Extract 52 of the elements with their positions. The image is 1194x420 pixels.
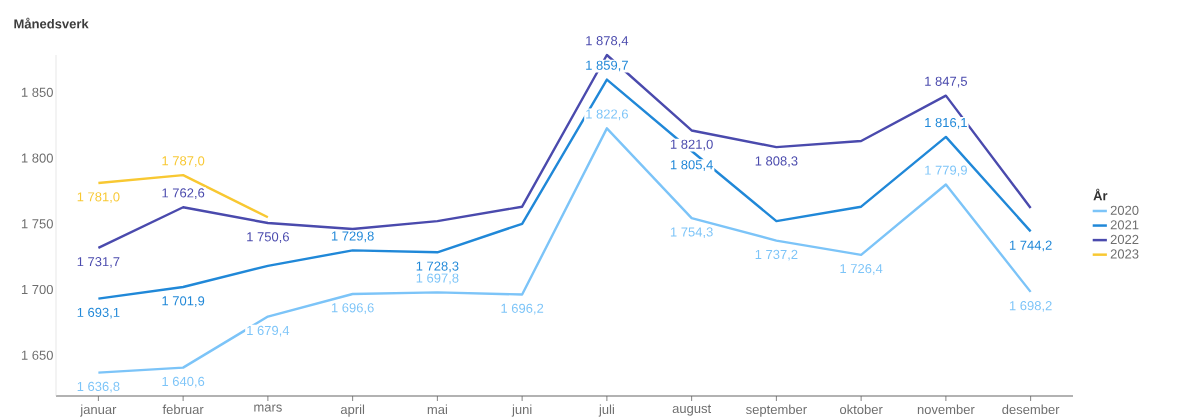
y-axis-title: Månedsverk [14,17,89,29]
data-label: 1 744,2 [1009,240,1052,252]
data-label: 1 693,1 [77,307,120,319]
y-tick-label: 1 850 [21,87,53,97]
data-label: 1 640,6 [162,376,205,388]
data-label: 1 696,6 [331,303,374,314]
legend-label: 2023 [1110,249,1139,259]
data-label: 1 636,8 [77,381,120,393]
x-tick-label: mai [427,404,447,415]
data-label: 1 731,7 [77,257,120,268]
x-tick-label: november [917,404,975,415]
data-label: 1 805,4 [670,160,713,171]
data-label: 1 726,4 [840,264,883,275]
data-label: 1 701,9 [162,296,205,307]
data-label: 1 821,0 [670,139,713,151]
data-label: 1 859,7 [586,60,628,72]
y-tick-label: 1 650 [21,350,53,360]
x-tick-label: september [746,404,807,417]
data-label: 1 737,2 [755,249,798,261]
data-label: 1 698,2 [1009,301,1052,312]
x-tick-label: juni [511,404,532,417]
data-label: 1 762,6 [162,188,205,200]
data-label: 1 816,1 [925,117,967,129]
data-label: 1 878,4 [586,36,629,47]
legend-label: 2021 [1110,220,1139,230]
legend-title: År [1093,188,1108,201]
x-tick-label: april [340,404,365,417]
data-label: 1 696,2 [501,303,544,315]
data-label: 1 808,3 [755,156,798,168]
y-tick-label: 1 800 [21,153,53,163]
x-tick-label: august [672,404,712,416]
x-tick-label: mars [254,404,282,412]
x-tick-label: januar [79,404,117,417]
data-label: 1 787,0 [162,156,205,167]
data-label: 1 754,3 [670,227,713,239]
legend-label: 2022 [1110,234,1139,245]
data-label: 1 779,9 [925,165,967,177]
data-label: 1 697,8 [416,273,459,285]
y-tick-label: 1 700 [21,284,53,295]
x-tick-label: desember [1002,404,1060,415]
data-label: 1 781,0 [77,192,120,203]
data-label: 1 729,8 [331,231,374,243]
data-label: 1 750,6 [247,232,289,243]
data-label: 1 822,6 [586,109,628,121]
data-label: 1 679,4 [247,325,290,337]
y-tick-label: 1 750 [21,219,53,229]
x-tick-label: februar [162,404,204,415]
data-label: 1 847,5 [925,76,968,88]
data-label: 1 728,3 [416,261,459,273]
x-tick-label: oktober [840,404,883,415]
legend-label: 2020 [1110,205,1139,215]
x-tick-label: juli [598,404,614,417]
